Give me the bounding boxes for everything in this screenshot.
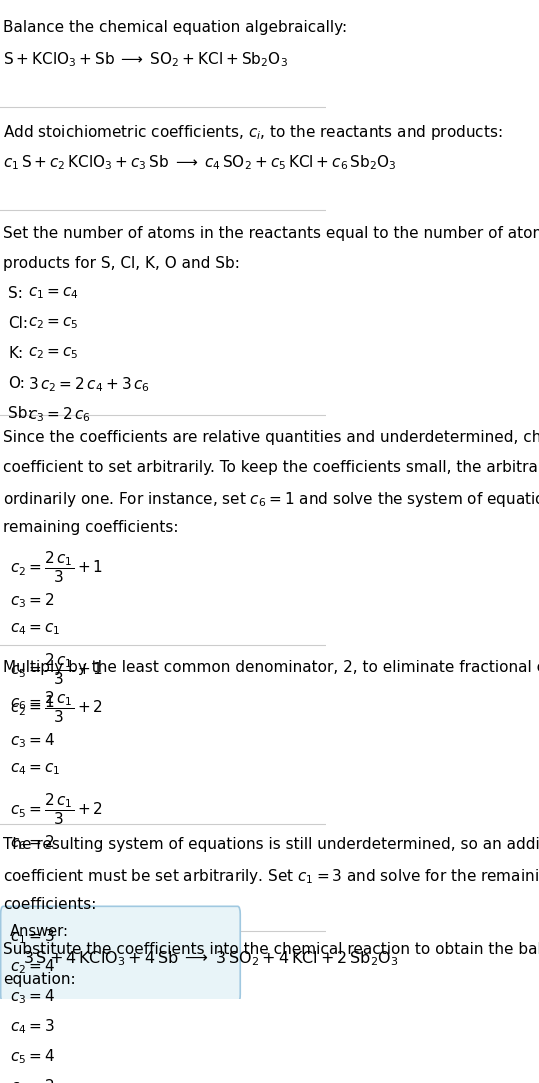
Text: $c_6 = 2$: $c_6 = 2$ bbox=[10, 1078, 54, 1083]
Text: remaining coefficients:: remaining coefficients: bbox=[3, 520, 179, 535]
Text: Substitute the coefficients into the chemical reaction to obtain the balanced: Substitute the coefficients into the che… bbox=[3, 942, 539, 957]
Text: $c_3 = 4$: $c_3 = 4$ bbox=[10, 988, 55, 1006]
Text: Answer:: Answer: bbox=[10, 924, 69, 939]
Text: $c_6 = 2$: $c_6 = 2$ bbox=[10, 834, 54, 852]
Text: $3\,\mathrm{S} + 4\,\mathrm{KClO_3} + 4\,\mathrm{Sb} \;\longrightarrow\; 3\,\mat: $3\,\mathrm{S} + 4\,\mathrm{KClO_3} + 4\… bbox=[23, 950, 398, 968]
Text: K:: K: bbox=[8, 345, 23, 361]
Text: equation:: equation: bbox=[3, 973, 76, 988]
Text: $c_4 = c_1$: $c_4 = c_1$ bbox=[10, 622, 60, 637]
Text: $c_2 = 4$: $c_2 = 4$ bbox=[10, 957, 55, 976]
Text: $c_5 = 4$: $c_5 = 4$ bbox=[10, 1047, 55, 1066]
Text: $c_1\,\mathrm{S} + c_2\,\mathrm{KClO_3} + c_3\,\mathrm{Sb} \;\longrightarrow\; c: $c_1\,\mathrm{S} + c_2\,\mathrm{KClO_3} … bbox=[3, 153, 397, 171]
Text: $c_5 = \dfrac{2\,c_1}{3} + 1$: $c_5 = \dfrac{2\,c_1}{3} + 1$ bbox=[10, 652, 103, 687]
Text: products for S, Cl, K, O and Sb:: products for S, Cl, K, O and Sb: bbox=[3, 256, 240, 271]
Text: Sb:: Sb: bbox=[8, 406, 33, 420]
Text: Add stoichiometric coefficients, $c_i$, to the reactants and products:: Add stoichiometric coefficients, $c_i$, … bbox=[3, 122, 503, 142]
Text: coefficient must be set arbitrarily. Set $c_1 = 3$ and solve for the remaining: coefficient must be set arbitrarily. Set… bbox=[3, 867, 539, 886]
Text: $c_3 = 2\,c_6$: $c_3 = 2\,c_6$ bbox=[27, 406, 91, 425]
Text: $c_2 = \dfrac{2\,c_1}{3} + 1$: $c_2 = \dfrac{2\,c_1}{3} + 1$ bbox=[10, 549, 103, 585]
Text: Cl:: Cl: bbox=[8, 316, 28, 330]
FancyBboxPatch shape bbox=[1, 906, 240, 1002]
Text: $c_4 = 3$: $c_4 = 3$ bbox=[10, 1017, 54, 1036]
Text: $c_5 = \dfrac{2\,c_1}{3} + 2$: $c_5 = \dfrac{2\,c_1}{3} + 2$ bbox=[10, 792, 102, 827]
Text: $c_2 = \dfrac{2\,c_1}{3} + 2$: $c_2 = \dfrac{2\,c_1}{3} + 2$ bbox=[10, 690, 102, 725]
Text: coefficients:: coefficients: bbox=[3, 898, 96, 912]
Text: $c_3 = 2$: $c_3 = 2$ bbox=[10, 591, 54, 610]
Text: Set the number of atoms in the reactants equal to the number of atoms in the: Set the number of atoms in the reactants… bbox=[3, 226, 539, 240]
Text: Since the coefficients are relative quantities and underdetermined, choose a: Since the coefficients are relative quan… bbox=[3, 430, 539, 445]
Text: Multiply by the least common denominator, 2, to eliminate fractional coefficient: Multiply by the least common denominator… bbox=[3, 660, 539, 675]
Text: $c_3 = 4$: $c_3 = 4$ bbox=[10, 731, 55, 751]
Text: $c_6 = 1$: $c_6 = 1$ bbox=[10, 693, 54, 713]
Text: Balance the chemical equation algebraically:: Balance the chemical equation algebraica… bbox=[3, 19, 347, 35]
Text: O:: O: bbox=[8, 376, 25, 391]
Text: $c_1 = c_4$: $c_1 = c_4$ bbox=[27, 286, 79, 301]
Text: $c_1 = 3$: $c_1 = 3$ bbox=[10, 927, 54, 947]
Text: The resulting system of equations is still underdetermined, so an additional: The resulting system of equations is sti… bbox=[3, 837, 539, 852]
Text: S:: S: bbox=[8, 286, 23, 301]
Text: ordinarily one. For instance, set $c_6 = 1$ and solve the system of equations fo: ordinarily one. For instance, set $c_6 =… bbox=[3, 490, 539, 509]
Text: $\mathrm{S} + \mathrm{KClO_3} + \mathrm{Sb} \;\longrightarrow\; \mathrm{SO_2} + : $\mathrm{S} + \mathrm{KClO_3} + \mathrm{… bbox=[3, 50, 288, 68]
Text: $3\,c_2 = 2\,c_4 + 3\,c_6$: $3\,c_2 = 2\,c_4 + 3\,c_6$ bbox=[27, 376, 149, 394]
Text: $c_2 = c_5$: $c_2 = c_5$ bbox=[27, 345, 78, 362]
Text: $c_4 = c_1$: $c_4 = c_1$ bbox=[10, 761, 60, 778]
Text: $c_2 = c_5$: $c_2 = c_5$ bbox=[27, 316, 78, 331]
Text: coefficient to set arbitrarily. To keep the coefficients small, the arbitrary va: coefficient to set arbitrarily. To keep … bbox=[3, 459, 539, 474]
